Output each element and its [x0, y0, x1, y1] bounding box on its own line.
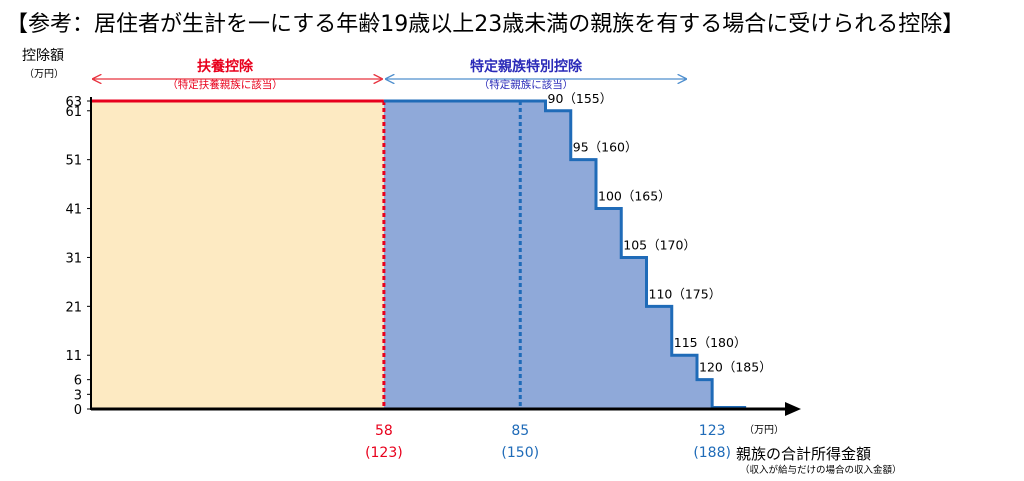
x-axis-unit: （万円）	[744, 424, 784, 436]
x-tick-sub-label: (123)	[365, 445, 403, 461]
step-data-label: 115（180）	[674, 335, 747, 350]
x-axis-arrow	[785, 402, 801, 416]
tokutei-title: 特定親族特別控除	[470, 58, 583, 75]
y-tick-label: 31	[65, 251, 82, 266]
step-data-label: 110（175）	[649, 286, 722, 301]
step-data-label: 120（185）	[699, 360, 772, 375]
y-tick-label: 6	[74, 374, 82, 389]
x-axis-note: （収入が給与だけの場合の収入金額）	[740, 464, 902, 476]
y-axis-label: 控除額	[22, 48, 64, 64]
x-tick-sub-label: (188)	[693, 445, 731, 461]
y-tick-label: 63	[65, 95, 82, 110]
fuyo-title: 扶養控除	[197, 58, 254, 75]
x-axis-label: 親族の合計所得金額	[736, 445, 871, 463]
step-data-label: 100（165）	[598, 189, 671, 204]
y-tick-label: 0	[74, 403, 82, 418]
y-tick-label: 21	[65, 300, 82, 315]
step-data-label: 105（170）	[623, 237, 696, 252]
page-title: 【参考：居住者が生計を一にする年齢19歳以上23歳未満の親族を有する場合に受けら…	[6, 12, 965, 37]
tokutei-note: （特定親族に該当）	[479, 78, 574, 91]
y-tick-label: 11	[65, 349, 82, 364]
x-tick-label: 85	[511, 423, 529, 439]
tokutei-deduction-area	[383, 101, 713, 409]
step-line	[383, 99, 747, 409]
y-tick-label: 3	[74, 388, 82, 403]
step-data-label: 90（155）	[548, 91, 613, 106]
x-tick-sub-label: (150)	[501, 445, 539, 461]
step-data-label: 95（160）	[573, 140, 638, 155]
y-tick-label: 41	[65, 203, 82, 218]
fuyo-note: （特定扶養親族に該当）	[167, 78, 283, 91]
y-tick-label: 61	[65, 105, 82, 120]
x-tick-label: 58	[375, 423, 393, 439]
fuyo-deduction-area	[91, 101, 384, 409]
x-tick-label: 123	[699, 423, 726, 439]
y-axis-unit: （万円）	[24, 68, 64, 80]
y-tick-label: 51	[65, 154, 82, 169]
